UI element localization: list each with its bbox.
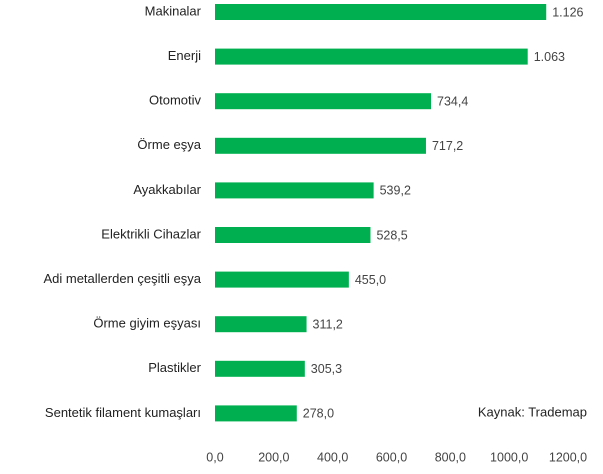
value-label: 311,2 [313, 317, 343, 331]
bar [215, 227, 371, 243]
category-label: Elektrikli Cihazlar [101, 226, 201, 241]
x-tick-label: 400,0 [317, 450, 348, 464]
bar [215, 93, 432, 110]
x-tick-label: 200,0 [258, 450, 289, 464]
x-tick-label: 800,0 [435, 450, 466, 464]
bar [215, 405, 297, 422]
value-label: 539,2 [380, 184, 411, 198]
bar [215, 48, 528, 65]
category-label: Makinalar [145, 3, 202, 18]
category-label: Otomotiv [149, 93, 202, 108]
value-label: 455,0 [355, 273, 386, 287]
x-tick-label: 1200,0 [549, 450, 587, 464]
x-tick-label: 600,0 [376, 450, 407, 464]
x-tick-label: 0,0 [206, 450, 223, 464]
category-label: Enerji [168, 48, 201, 63]
x-tick-label: 1000,0 [490, 450, 528, 464]
value-label: 528,5 [376, 228, 407, 242]
category-label: Sentetik filament kumaşları [45, 405, 201, 420]
bar [215, 4, 547, 20]
value-label: 1.063 [534, 50, 565, 64]
value-label: 734,4 [437, 94, 468, 108]
bar [215, 360, 305, 377]
value-label: 278,0 [303, 407, 334, 421]
value-label: 717,2 [432, 139, 463, 153]
category-label: Plastikler [148, 360, 201, 375]
source-note: Kaynak: Trademap [478, 404, 587, 419]
category-label: Ayakkabılar [133, 182, 201, 197]
bar [215, 316, 307, 333]
value-label: 1.126 [552, 5, 583, 19]
value-label: 305,3 [311, 362, 342, 376]
bar [215, 271, 349, 288]
category-label: Örme eşya [137, 137, 201, 152]
bar [215, 182, 374, 199]
bar [215, 137, 426, 154]
category-label: Örme giyim eşyası [93, 316, 201, 331]
category-label: Adi metallerden çeşitli eşya [43, 271, 201, 286]
